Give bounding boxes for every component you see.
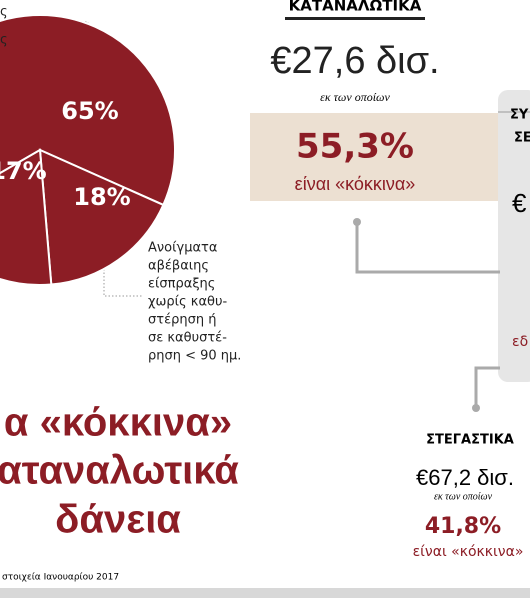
slice-label: 65% <box>61 97 118 125</box>
pie-slice <box>0 148 53 286</box>
share: 41,8% <box>425 514 501 539</box>
title: α «κόκκινα» <box>4 401 232 445</box>
connector <box>474 366 500 408</box>
source: στοιχεία Ιανουαρίου 2017 <box>2 573 119 583</box>
highlight-band <box>250 113 530 201</box>
slice-label: 17% <box>0 157 47 185</box>
of-which: εκ των οποίων <box>434 491 493 502</box>
annotation: στέρηση ή <box>148 313 216 328</box>
red-label: είναι «κόκκινα» <box>295 174 416 194</box>
pie-slice <box>38 148 165 286</box>
connector <box>355 222 500 274</box>
side-text: εδ <box>512 334 528 350</box>
red-label: είναι «κόκκινα» <box>413 544 524 560</box>
annotation: ς <box>0 33 8 48</box>
of-which: εκ των οποίων <box>320 90 390 104</box>
annotation: ς <box>0 5 8 20</box>
footer-band <box>0 588 530 598</box>
connector-dot <box>472 404 480 412</box>
connector-dot <box>353 218 361 226</box>
pie-slice <box>0 14 176 207</box>
side-text: ΣΥ <box>510 108 529 123</box>
amount: €67,2 δισ. <box>416 465 514 490</box>
heading-rule <box>285 17 425 20</box>
share: 55,3% <box>296 127 414 167</box>
amount: €27,6 δισ. <box>270 40 439 82</box>
pie <box>0 14 176 286</box>
annotation: σε καθυστέ- <box>148 331 227 346</box>
annotation: είσπραξης <box>148 277 215 292</box>
heading: ΣΤΕΓΑΣΤΙΚΑ <box>426 433 514 448</box>
side-text: ΣΕ <box>514 131 530 146</box>
annotation: χωρίς καθυ- <box>148 295 228 310</box>
title: δάνεια <box>55 498 181 542</box>
heading: ΚΑΤΑΝΑΛΩΤΙΚΑ <box>289 0 422 15</box>
slice-label: 18% <box>73 183 130 211</box>
side-text: € <box>512 188 527 218</box>
annotation: αβέβαιης <box>148 259 209 274</box>
annotation: ρηση < 90 ημ. <box>148 349 241 364</box>
side-box <box>498 90 530 382</box>
annotation: Ανοίγματα <box>148 241 217 256</box>
title: αταναλωτικά <box>0 449 239 493</box>
